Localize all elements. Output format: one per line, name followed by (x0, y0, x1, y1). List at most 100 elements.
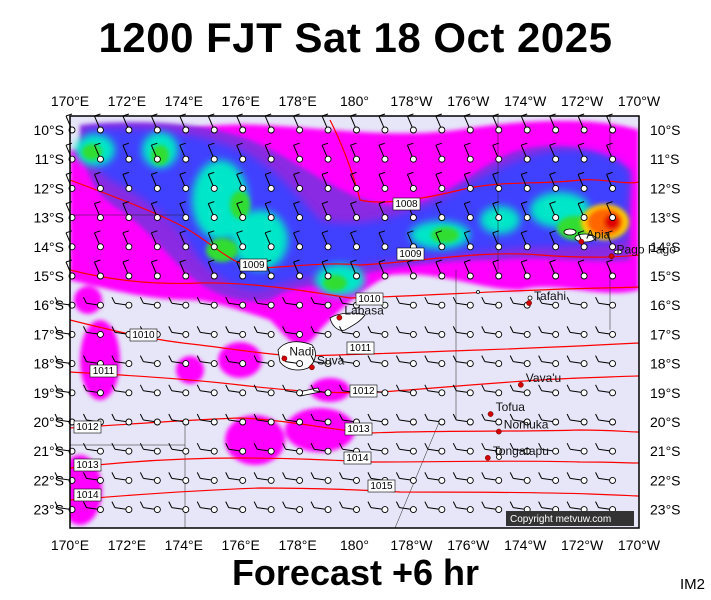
wind-station (395, 413, 417, 426)
wind-station (367, 442, 389, 455)
lat-label-left: 18°S (33, 356, 64, 372)
wind-station (293, 201, 304, 222)
wind-station (207, 201, 218, 222)
wind-station (179, 259, 190, 280)
lat-label-left: 22°S (33, 472, 64, 488)
wind-station (179, 171, 190, 192)
wind-station (435, 201, 446, 222)
wind-station (111, 384, 133, 397)
place-marker: Nomuka (495, 418, 549, 435)
isobar-label: 1010 (355, 292, 384, 306)
wind-station (509, 472, 531, 484)
wind-station (367, 413, 389, 426)
lon-label-bottom: 180° (340, 537, 369, 553)
lon-label-bottom: 170°E (51, 537, 89, 553)
wind-station (150, 201, 161, 222)
wind-station (253, 442, 275, 455)
wind-station (168, 413, 190, 426)
wind-station (168, 442, 190, 455)
wind-station (150, 259, 161, 280)
wind-station (566, 355, 588, 368)
wind-station (509, 296, 531, 309)
wind-station (236, 230, 247, 251)
isobar-label-text: 1009 (242, 260, 265, 271)
wind-station (122, 230, 133, 251)
wind-station (282, 326, 304, 338)
wind-station (264, 171, 275, 192)
isobar-label-text: 1014 (76, 490, 99, 501)
place-marker: Tafahi (526, 289, 566, 306)
wind-station (196, 355, 218, 368)
wind-stations (54, 113, 616, 514)
isobar-label-text: 1012 (76, 422, 99, 433)
place-label: Pago Pago (617, 242, 677, 256)
copyright-box (506, 511, 634, 526)
wind-station (452, 326, 474, 338)
wind-station (150, 142, 161, 163)
wind-station (168, 501, 190, 514)
isobar-label-text: 1011 (350, 343, 372, 354)
wind-station (509, 326, 531, 338)
wind-station (595, 442, 616, 455)
isobar-label: 1011 (346, 341, 375, 355)
wind-station (367, 501, 389, 514)
wind-station (196, 296, 218, 309)
wind-station (549, 201, 560, 222)
wind-station (549, 113, 560, 134)
wind-station (207, 230, 218, 251)
wind-station (139, 296, 161, 309)
lat-label-right: 19°S (650, 385, 681, 401)
wind-station (492, 142, 503, 163)
wind-station (179, 201, 190, 222)
wind-station (463, 171, 474, 192)
lat-label-right: 14°S (650, 239, 681, 255)
wind-station (83, 501, 104, 514)
wind-station (111, 355, 133, 368)
wind-station (310, 326, 332, 338)
wind-station (122, 259, 133, 280)
wind-station (282, 472, 304, 484)
isobar-label: 1014 (343, 451, 372, 465)
wind-station (253, 326, 275, 338)
wind-station (378, 171, 389, 192)
wind-station (452, 413, 474, 426)
lon-label-bottom: 174°E (165, 537, 203, 553)
wind-station (207, 171, 218, 192)
viti-levu-island (277, 341, 316, 371)
wind-station (509, 355, 531, 368)
wind-station (395, 384, 417, 397)
wind-station (93, 171, 104, 192)
wind-station (168, 384, 190, 397)
wind-station (481, 413, 503, 426)
wind-station (83, 442, 104, 455)
wind-station (236, 113, 247, 134)
lat-label-right: 12°S (650, 180, 681, 196)
lat-label-right: 21°S (650, 443, 681, 459)
wind-station (538, 413, 560, 426)
wind-station (509, 413, 531, 426)
wind-station (520, 259, 531, 280)
wind-station (538, 326, 560, 338)
isobar-label: 1011 (89, 364, 118, 378)
wind-station (350, 201, 360, 222)
lon-label-bottom: 172°W (561, 537, 604, 553)
wind-station (395, 442, 417, 455)
wind-station (225, 501, 247, 514)
wind-station (225, 472, 247, 484)
lon-label-top: 178°E (278, 93, 316, 109)
wind-station (424, 296, 446, 309)
wind-station (577, 142, 588, 163)
wind-station (122, 201, 133, 222)
wind-station (350, 142, 360, 163)
place-marker: Tofua (487, 400, 525, 417)
wind-station (111, 501, 133, 514)
lon-label-top: 174°E (165, 93, 203, 109)
isobar-label: 1010 (129, 328, 158, 342)
isobar-label-text: 1012 (352, 386, 375, 397)
wind-station (549, 259, 560, 280)
wind-station (253, 384, 275, 397)
place-marker: Tongatapu (484, 444, 549, 461)
wind-station (225, 384, 247, 397)
isobar-label: 1013 (73, 458, 102, 472)
wind-station (310, 384, 332, 397)
